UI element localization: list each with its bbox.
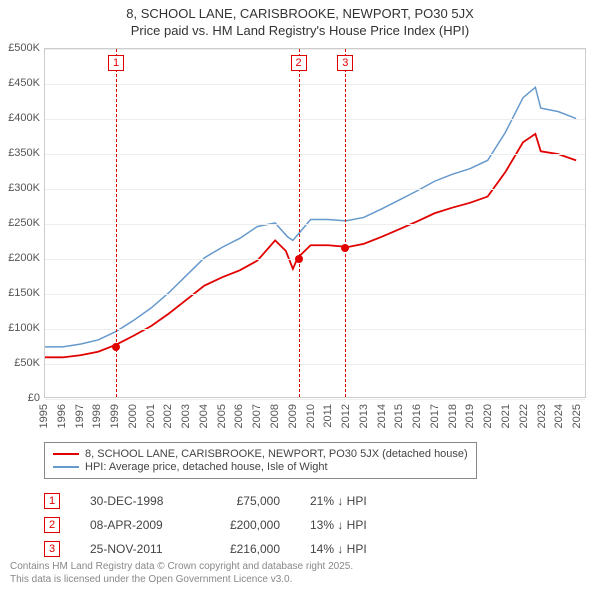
x-tick-label: 2009 bbox=[287, 404, 299, 428]
x-tick-label: 1996 bbox=[56, 404, 68, 428]
marker-label-box: 1 bbox=[108, 55, 124, 71]
x-tick-label: 2024 bbox=[553, 404, 565, 428]
x-tick-label: 1998 bbox=[91, 404, 103, 428]
x-tick-label: 2000 bbox=[127, 404, 139, 428]
sales-table: 1 30-DEC-1998 £75,000 21% ↓ HPI 2 08-APR-2009… bbox=[44, 492, 400, 564]
x-tick-label: 1997 bbox=[74, 404, 86, 428]
sale-price: £200,000 bbox=[210, 518, 280, 532]
x-tick-label: 2004 bbox=[198, 404, 210, 428]
footer-attribution: Contains HM Land Registry data © Crown c… bbox=[10, 560, 353, 586]
x-tick-label: 2002 bbox=[162, 404, 174, 428]
legend-label: 8, SCHOOL LANE, CARISBROOKE, NEWPORT, PO… bbox=[85, 448, 468, 460]
legend-label: HPI: Average price, detached house, Isle… bbox=[85, 461, 328, 473]
chart-container: 8, SCHOOL LANE, CARISBROOKE, NEWPORT, PO… bbox=[0, 0, 600, 590]
x-tick-label: 2007 bbox=[251, 404, 263, 428]
y-tick-label: £0 bbox=[28, 392, 40, 404]
y-tick-label: £500K bbox=[8, 42, 40, 54]
y-tick-label: £450K bbox=[8, 77, 40, 89]
x-axis: 1995199619971998199920002001200220032004… bbox=[44, 398, 586, 448]
marker-dot bbox=[112, 343, 120, 351]
marker-label-box: 3 bbox=[337, 55, 353, 71]
y-tick-label: £250K bbox=[8, 217, 40, 229]
y-axis: £0£50K£100K£150K£200K£250K£300K£350K£400… bbox=[0, 48, 44, 398]
legend: 8, SCHOOL LANE, CARISBROOKE, NEWPORT, PO… bbox=[44, 442, 477, 479]
marker-line bbox=[345, 49, 346, 397]
x-tick-label: 2020 bbox=[482, 404, 494, 428]
legend-swatch bbox=[53, 453, 79, 455]
x-tick-label: 2011 bbox=[322, 404, 334, 428]
gridline-h bbox=[45, 189, 585, 190]
x-tick-label: 2001 bbox=[145, 404, 157, 428]
x-tick-label: 1999 bbox=[109, 404, 121, 428]
x-tick-label: 2008 bbox=[269, 404, 281, 428]
x-tick-label: 2017 bbox=[429, 404, 441, 428]
x-tick-label: 2022 bbox=[518, 404, 530, 428]
gridline-h bbox=[45, 294, 585, 295]
y-tick-label: £50K bbox=[14, 357, 40, 369]
sale-delta: 14% ↓ HPI bbox=[310, 542, 400, 556]
x-tick-label: 2021 bbox=[500, 404, 512, 428]
y-tick-label: £300K bbox=[8, 182, 40, 194]
marker-line bbox=[299, 49, 300, 397]
sale-date: 30-DEC-1998 bbox=[90, 494, 180, 508]
footer-line-1: Contains HM Land Registry data © Crown c… bbox=[10, 560, 353, 573]
title-block: 8, SCHOOL LANE, CARISBROOKE, NEWPORT, PO… bbox=[0, 0, 600, 38]
x-tick-label: 2025 bbox=[571, 404, 583, 428]
series-line-hpi bbox=[45, 87, 576, 347]
sale-row: 2 08-APR-2009 £200,000 13% ↓ HPI bbox=[44, 516, 400, 534]
sale-date: 08-APR-2009 bbox=[90, 518, 180, 532]
gridline-h bbox=[45, 84, 585, 85]
x-tick-label: 2003 bbox=[180, 404, 192, 428]
sale-price: £75,000 bbox=[210, 494, 280, 508]
y-tick-label: £400K bbox=[8, 112, 40, 124]
y-tick-label: £100K bbox=[8, 322, 40, 334]
footer-line-2: This data is licensed under the Open Gov… bbox=[10, 573, 353, 586]
x-tick-label: 2015 bbox=[393, 404, 405, 428]
x-tick-label: 2023 bbox=[536, 404, 548, 428]
sale-date: 25-NOV-2011 bbox=[90, 542, 180, 556]
chart-lines-svg bbox=[45, 49, 585, 397]
gridline-h bbox=[45, 224, 585, 225]
gridline-h bbox=[45, 329, 585, 330]
marker-dot bbox=[341, 244, 349, 252]
gridline-h bbox=[45, 119, 585, 120]
marker-label-box: 2 bbox=[291, 55, 307, 71]
chart-plot-area: 1 2 3 bbox=[44, 48, 586, 398]
sale-marker-box: 2 bbox=[44, 517, 60, 533]
marker-dot bbox=[295, 255, 303, 263]
legend-swatch bbox=[53, 466, 79, 468]
x-tick-label: 2016 bbox=[411, 404, 423, 428]
gridline-h bbox=[45, 49, 585, 50]
sale-row: 3 25-NOV-2011 £216,000 14% ↓ HPI bbox=[44, 540, 400, 558]
gridline-h bbox=[45, 154, 585, 155]
sale-price: £216,000 bbox=[210, 542, 280, 556]
sale-marker-box: 1 bbox=[44, 493, 60, 509]
x-tick-label: 2018 bbox=[447, 404, 459, 428]
y-tick-label: £150K bbox=[8, 287, 40, 299]
y-tick-label: £350K bbox=[8, 147, 40, 159]
x-tick-label: 2005 bbox=[216, 404, 228, 428]
gridline-h bbox=[45, 364, 585, 365]
x-tick-label: 2010 bbox=[305, 404, 317, 428]
y-tick-label: £200K bbox=[8, 252, 40, 264]
x-tick-label: 2014 bbox=[376, 404, 388, 428]
chart-title: 8, SCHOOL LANE, CARISBROOKE, NEWPORT, PO… bbox=[0, 6, 600, 21]
x-tick-label: 2012 bbox=[340, 404, 352, 428]
series-line-property bbox=[45, 134, 576, 357]
gridline-h bbox=[45, 259, 585, 260]
x-tick-label: 2006 bbox=[233, 404, 245, 428]
legend-item: HPI: Average price, detached house, Isle… bbox=[53, 461, 468, 473]
sale-row: 1 30-DEC-1998 £75,000 21% ↓ HPI bbox=[44, 492, 400, 510]
x-tick-label: 2013 bbox=[358, 404, 370, 428]
sale-marker-box: 3 bbox=[44, 541, 60, 557]
sale-delta: 21% ↓ HPI bbox=[310, 494, 400, 508]
x-tick-label: 1995 bbox=[38, 404, 50, 428]
sale-delta: 13% ↓ HPI bbox=[310, 518, 400, 532]
chart-subtitle: Price paid vs. HM Land Registry's House … bbox=[0, 23, 600, 38]
x-tick-label: 2019 bbox=[464, 404, 476, 428]
legend-item: 8, SCHOOL LANE, CARISBROOKE, NEWPORT, PO… bbox=[53, 448, 468, 460]
